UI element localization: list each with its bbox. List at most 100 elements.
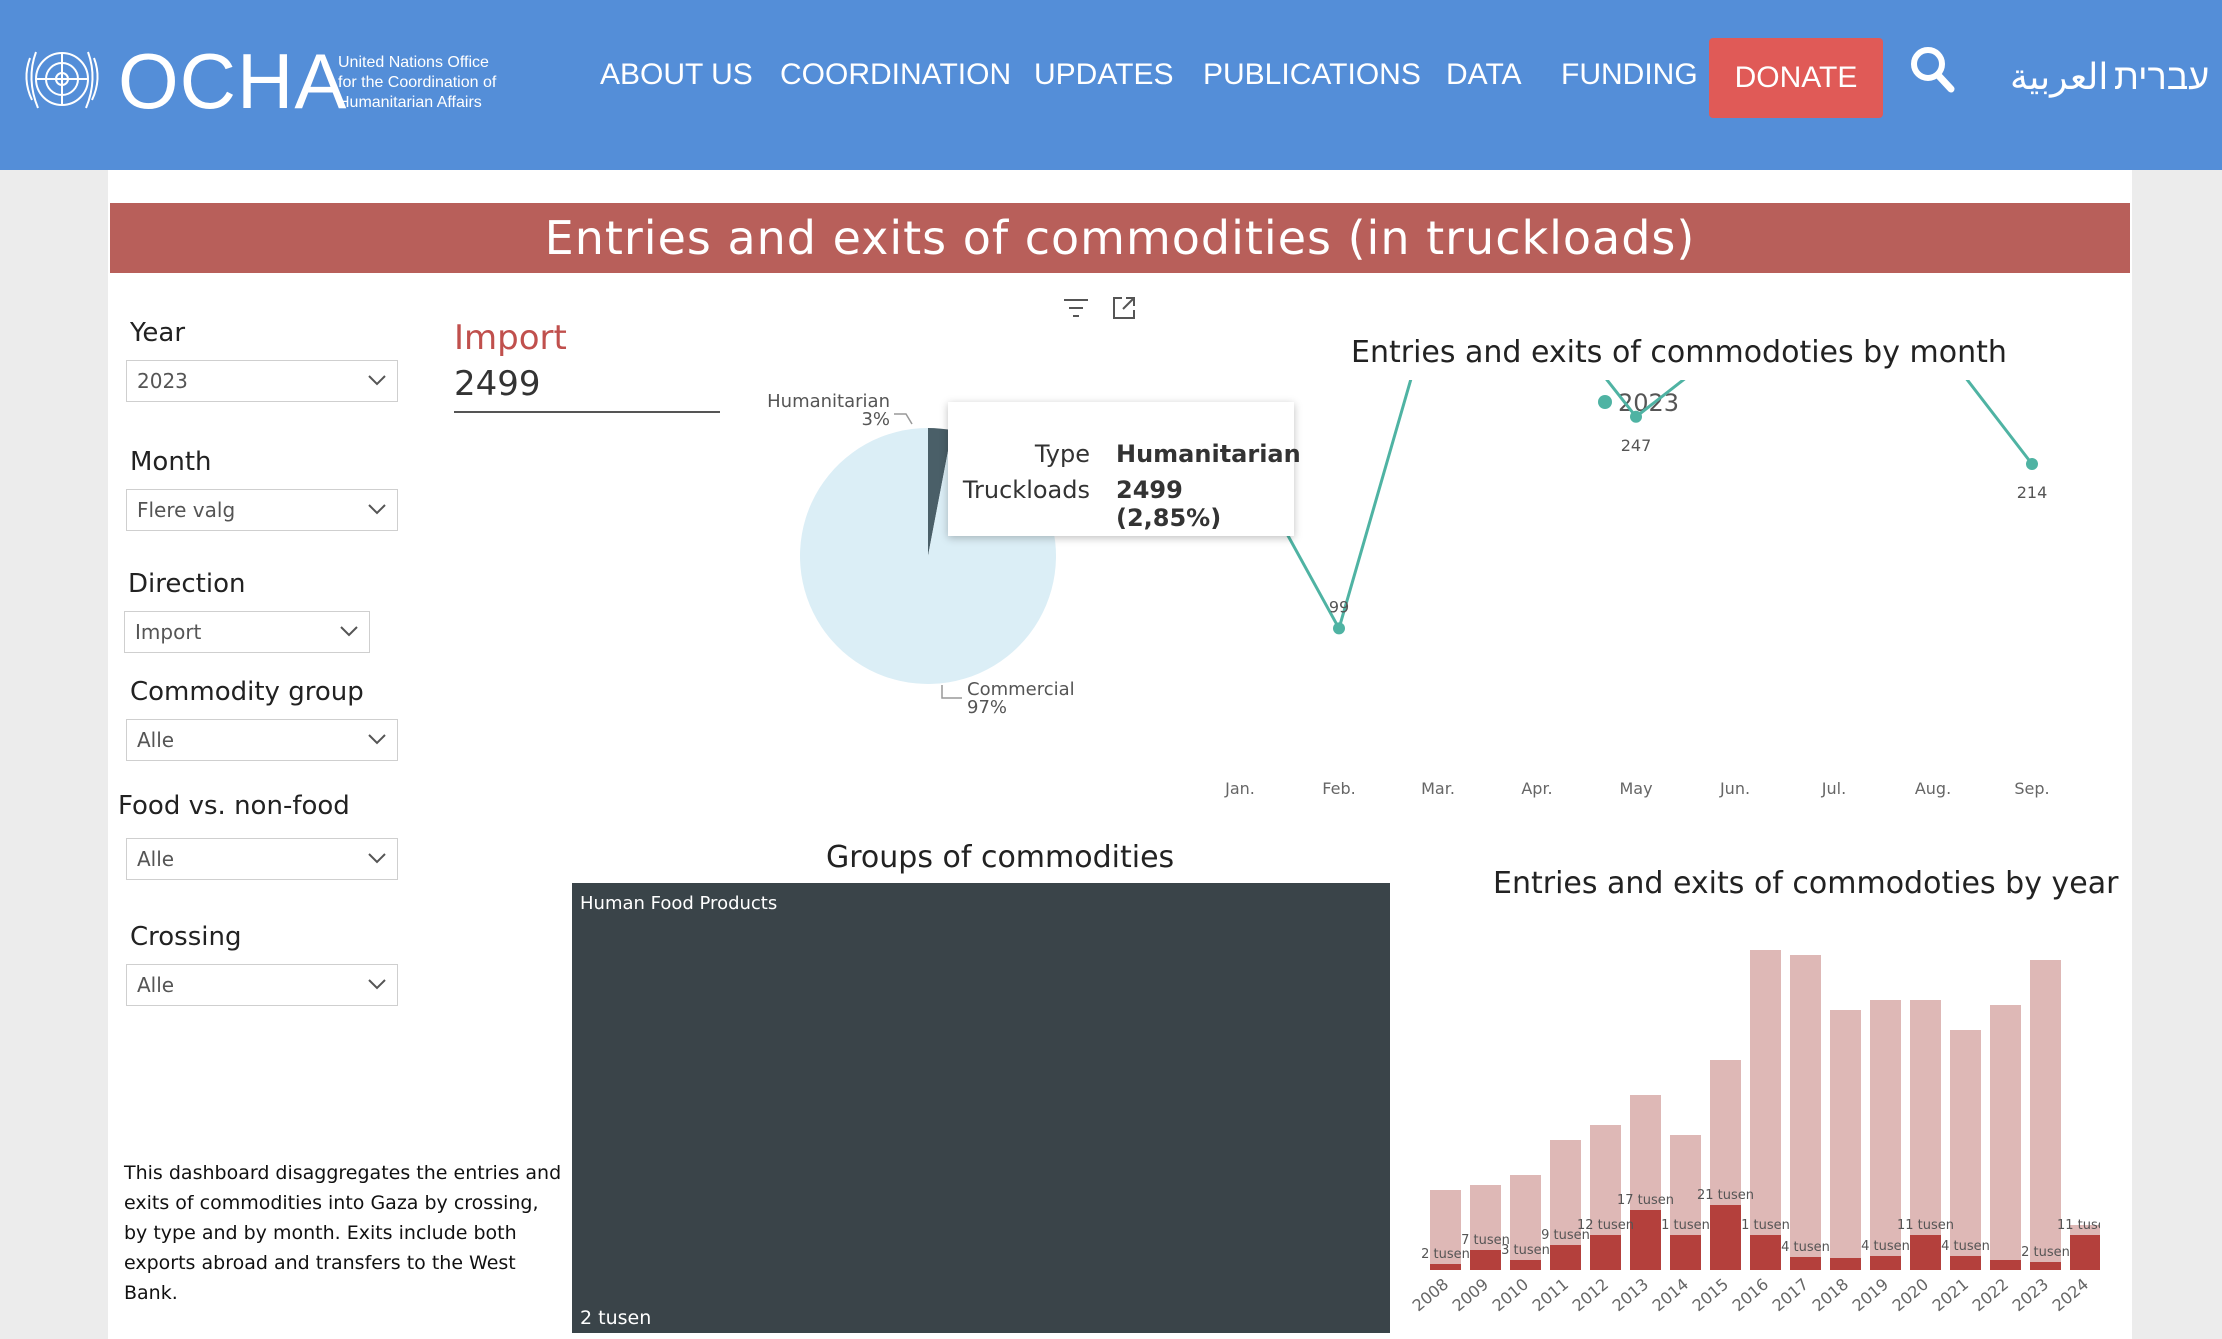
bar-data-label: 3 tusen: [1501, 1243, 1550, 1258]
bar-segment[interactable]: [1470, 1250, 1501, 1270]
x-tick-label: 2011: [1529, 1275, 1572, 1316]
dropdown-value: Flere valg: [137, 498, 236, 522]
food-vs-non-food-dropdown[interactable]: Alle: [126, 838, 398, 880]
bar-total[interactable]: [1910, 1000, 1941, 1270]
focus-mode-icon[interactable]: [1110, 294, 1138, 322]
page-gutter: [2132, 170, 2222, 1339]
bar-total[interactable]: [1830, 1010, 1861, 1270]
data-point[interactable]: [1630, 410, 1642, 423]
commodity-group-dropdown[interactable]: Alle: [126, 719, 398, 761]
bar-segment[interactable]: [1710, 1205, 1741, 1270]
monthly-chart-title: Entries and exits of commodoties by mont…: [1351, 335, 2007, 370]
pie-slice-humanitarian[interactable]: [928, 428, 952, 556]
x-tick-label: Jul.: [1821, 779, 1846, 798]
bar-total[interactable]: [1510, 1175, 1541, 1270]
bar-total[interactable]: [2030, 960, 2061, 1270]
bar-total[interactable]: [1870, 1000, 1901, 1270]
bar-segment[interactable]: [2070, 1235, 2100, 1270]
x-tick-label: 2022: [1969, 1275, 2012, 1316]
data-point[interactable]: [2026, 457, 2038, 470]
bar-data-label: 11 tusen: [1897, 1218, 1954, 1233]
un-emblem-icon[interactable]: [18, 38, 106, 120]
nav-updates[interactable]: UPDATES: [1034, 58, 1174, 91]
x-tick-label: 2018: [1809, 1275, 1852, 1316]
bar-data-label: 17 tusen: [1617, 1193, 1674, 1208]
pie-label-commercial: Commercial: [967, 679, 1075, 700]
nav-about-us[interactable]: ABOUT US: [600, 58, 753, 91]
x-tick-label: 2020: [1889, 1275, 1932, 1316]
nav-publications[interactable]: PUBLICATIONS: [1203, 58, 1421, 91]
monthly-line-chart[interactable]: 2023 Jan. Feb. Mar. Apr. May Jun. Jul. Aug. Sep.…: [1200, 380, 2100, 800]
x-tick-label: 2014: [1649, 1275, 1692, 1316]
bar-segment[interactable]: [2030, 1262, 2061, 1270]
x-tick-label: 2024: [2049, 1275, 2092, 1316]
chevron-down-icon: [368, 853, 386, 864]
nav-data[interactable]: DATA: [1446, 58, 1522, 91]
nav-funding[interactable]: FUNDING: [1561, 58, 1698, 91]
bar-segment[interactable]: [1670, 1235, 1701, 1270]
x-tick-label: Aug.: [1915, 779, 1951, 798]
language-arabic[interactable]: العربية: [2010, 56, 2109, 97]
treemap-tile-human-food-products[interactable]: Human Food Products 2 tusen: [572, 883, 1390, 1333]
x-tick-label: 2009: [1449, 1275, 1492, 1316]
data-point[interactable]: [1333, 622, 1345, 635]
x-tick-label: May: [1619, 779, 1652, 798]
bar-data-label: 11 tusen: [2057, 1218, 2100, 1233]
dropdown-value: Import: [135, 620, 202, 644]
filter-label-month: Month: [130, 447, 212, 477]
dashboard-description: This dashboard disaggregates the entries…: [124, 1162, 562, 1304]
x-tick-label: 2023: [2009, 1275, 2052, 1316]
x-tick-label: 2015: [1689, 1275, 1732, 1316]
bar-data-label: 1 tusen: [1661, 1218, 1710, 1233]
logo-subtitle-line: United Nations Office: [338, 54, 489, 71]
filter-icon[interactable]: [1062, 296, 1090, 320]
bar-segment[interactable]: [1870, 1256, 1901, 1270]
bar-data-label: 1 tusen: [1741, 1218, 1790, 1233]
crossing-dropdown[interactable]: Alle: [126, 964, 398, 1006]
logo-subtitle-line: for the Coordination of: [338, 74, 497, 91]
bar-total[interactable]: [1750, 950, 1781, 1270]
page-gutter: [10, 170, 108, 1339]
yearly-bar-chart[interactable]: 2008200920102011201220132014201520162017…: [1400, 920, 2100, 1330]
nav-coordination[interactable]: COORDINATION: [780, 58, 1012, 91]
bar-segment[interactable]: [1790, 1257, 1821, 1270]
month-dropdown[interactable]: Flere valg: [126, 489, 398, 531]
bar-total[interactable]: [1430, 1190, 1461, 1270]
bar-total[interactable]: [1950, 1030, 1981, 1270]
language-hebrew[interactable]: עברית: [2114, 56, 2210, 97]
bar-data-label: 4 tusen: [1941, 1239, 1990, 1254]
ocha-logo-text[interactable]: OCHA: [118, 37, 348, 125]
x-tick-label: Apr.: [1521, 779, 1552, 798]
series-line-2023: [1337, 380, 2034, 629]
treemap-tile-label: Human Food Products: [580, 893, 778, 914]
tooltip-count-value: 2499 (2,85%): [1116, 476, 1222, 532]
bar-segment[interactable]: [1750, 1235, 1781, 1270]
chevron-down-icon: [368, 979, 386, 990]
donate-button[interactable]: DONATE: [1709, 38, 1883, 118]
bar-total[interactable]: [1990, 1005, 2021, 1270]
bar-segment[interactable]: [1830, 1258, 1861, 1270]
chevron-down-icon: [368, 734, 386, 745]
bar-segment[interactable]: [1910, 1235, 1941, 1270]
search-icon[interactable]: [1908, 44, 1956, 96]
bar-segment[interactable]: [1590, 1235, 1621, 1270]
treemap-tile-value: 2 tusen: [580, 1307, 652, 1329]
data-label: 247: [1621, 436, 1652, 455]
bar-segment[interactable]: [1430, 1264, 1461, 1270]
x-tick-label: 2019: [1849, 1275, 1892, 1316]
ocha-logo-subtitle: United Nations Office for the Coordinati…: [338, 53, 496, 113]
year-dropdown[interactable]: 2023: [126, 360, 398, 402]
bar-total[interactable]: [1790, 955, 1821, 1270]
bar-segment[interactable]: [1550, 1245, 1581, 1270]
bar-data-label: 4 tusen: [1861, 1239, 1910, 1254]
filter-label-year: Year: [130, 318, 186, 348]
bar-segment[interactable]: [1630, 1210, 1661, 1270]
data-label: 214: [2017, 483, 2048, 502]
bar-segment[interactable]: [1510, 1260, 1541, 1270]
legend-marker: [1598, 395, 1612, 409]
bar-segment[interactable]: [1950, 1256, 1981, 1270]
bar-segment[interactable]: [1990, 1260, 2021, 1270]
direction-dropdown[interactable]: Import: [124, 611, 370, 653]
tooltip-count-key: Truckloads: [962, 476, 1090, 504]
bar-data-label: 9 tusen: [1541, 1228, 1590, 1243]
